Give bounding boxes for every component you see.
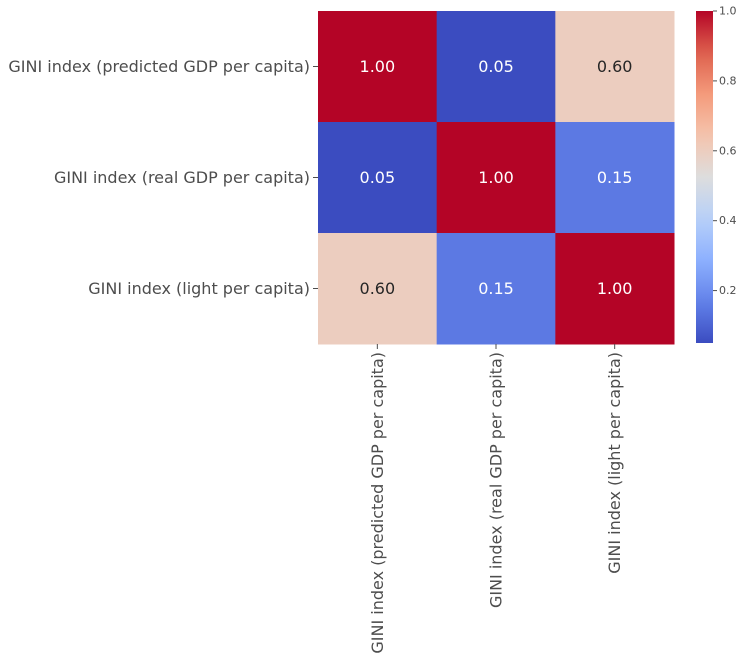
x-tick-labels: GINI index (predicted GDP per capita) GIN… [368,344,624,654]
colorbar-tick-label: 1.0 [719,5,737,18]
cell-value-label: 1.00 [360,57,396,76]
cell-value-label: 0.05 [478,57,514,76]
y-tick-label: GINI index (light per capita) [88,279,310,298]
heatmap-cell [436,122,556,234]
cell-value-label: 0.60 [360,279,396,298]
cell-value-label: 0.05 [360,168,396,187]
colorbar-gradient [696,11,713,343]
colorbar-tick-label: 0.6 [719,144,737,157]
x-tick-label: GINI index (real GDP per capita) [487,352,506,608]
heatmap-cell [318,122,438,234]
colorbar-tick-label: 0.8 [719,74,737,87]
heatmap-cell [555,233,675,345]
x-tick-label: GINI index (predicted GDP per capita) [368,352,387,654]
colorbar-tick-label: 0.4 [719,214,737,227]
heatmap-cell [436,233,556,345]
heatmap-cell [318,11,438,123]
cell-value-label: 1.00 [478,168,514,187]
heatmap-cell [436,11,556,123]
heatmap-cells [318,11,675,345]
heatmap-cell [318,233,438,345]
y-tick-labels: GINI index (predicted GDP per capita) GIN… [8,57,318,298]
cell-value-label: 0.15 [478,279,514,298]
heatmap-cell [555,11,675,123]
cell-value-label: 0.15 [597,168,633,187]
heatmap-cell [555,122,675,234]
colorbar-tick-label: 0.2 [719,284,737,297]
y-tick-label: GINI index (real GDP per capita) [54,168,310,187]
x-tick-label: GINI index (light per capita) [605,352,624,574]
y-tick-label: GINI index (predicted GDP per capita) [8,57,310,76]
cell-value-label: 0.60 [597,57,633,76]
heatmap-annotations: 1.00 0.05 0.60 0.05 1.00 0.15 0.60 0.15 1.00 [360,57,633,298]
colorbar: 0.2 0.4 0.6 0.8 1.0 [696,5,737,343]
cell-value-label: 1.00 [597,279,633,298]
